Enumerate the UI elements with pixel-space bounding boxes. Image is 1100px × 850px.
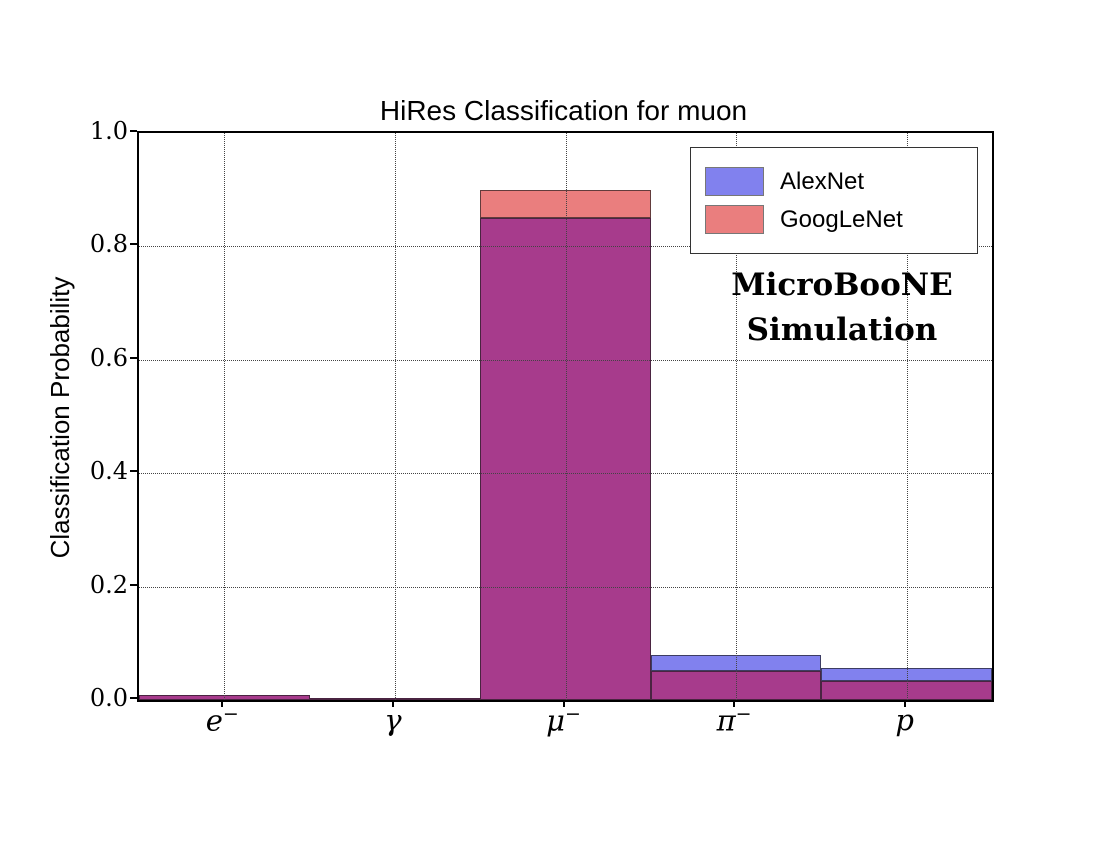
ytick-label-1.0: 1.0 <box>89 117 128 145</box>
xtick-label-1: γ <box>384 703 402 737</box>
bar-top-3 <box>650 654 822 672</box>
ytick-mark-0.6 <box>130 356 137 359</box>
gridline-v-0 <box>224 133 226 700</box>
ytick-mark-0.4 <box>130 470 137 473</box>
xtick-mark-1 <box>391 700 394 707</box>
ytick-mark-0.2 <box>130 583 137 586</box>
legend-label-alexnet: AlexNet <box>780 167 865 195</box>
gridline-v-1 <box>394 133 396 700</box>
superscript-minus: − <box>564 703 581 725</box>
bar-overlap-3 <box>650 671 822 700</box>
annotation-line-0: MicroBooNE <box>731 267 953 303</box>
ytick-mark-0.0 <box>130 697 137 699</box>
ytick-label-0.6: 0.6 <box>89 343 128 372</box>
annotation-microboone: MicroBooNE Simulation <box>702 263 982 353</box>
legend-swatch-alexnet <box>705 167 764 196</box>
xtick-mark-3 <box>733 700 736 707</box>
y-axis-label: Classification Probability <box>45 276 75 559</box>
bar-overlap-1 <box>309 697 481 700</box>
xtick-mark-0 <box>221 700 224 707</box>
xtick-label-2: μ− <box>546 703 581 738</box>
bar-overlap-0 <box>139 695 310 700</box>
superscript-minus: − <box>735 703 752 725</box>
ytick-label-0.8: 0.8 <box>89 230 128 259</box>
xtick-label-3: π− <box>716 703 752 738</box>
ytick-mark-0.8 <box>130 243 137 246</box>
ytick-label-0.4: 0.4 <box>89 457 128 486</box>
xtick-mark-4 <box>903 700 906 707</box>
ytick-mark-1.0 <box>130 130 137 132</box>
ytick-label-0.0: 0.0 <box>89 684 128 712</box>
bar-overlap-2 <box>480 218 651 700</box>
annotation-line-1: Simulation <box>746 312 938 348</box>
xtick-label-0: e− <box>205 703 239 738</box>
legend-entry-alexnet: AlexNet <box>705 167 963 196</box>
legend-label-googlenet: GoogLeNet <box>780 205 903 233</box>
legend: AlexNet GoogLeNet <box>690 147 978 254</box>
xtick-label-4: p <box>895 703 914 737</box>
bar-top-4 <box>821 668 992 681</box>
bar-overlap-4 <box>821 680 992 700</box>
legend-entry-googlenet: GoogLeNet <box>705 205 963 234</box>
legend-swatch-googlenet <box>705 205 764 234</box>
xtick-mark-2 <box>562 700 565 707</box>
superscript-minus: − <box>222 703 239 725</box>
bar-top-2 <box>480 189 651 219</box>
chart-title: HiRes Classification for muon <box>379 95 748 126</box>
plot-area: AlexNet GoogLeNet MicroBooNE Simulation <box>137 131 994 702</box>
ytick-label-0.2: 0.2 <box>89 570 128 599</box>
